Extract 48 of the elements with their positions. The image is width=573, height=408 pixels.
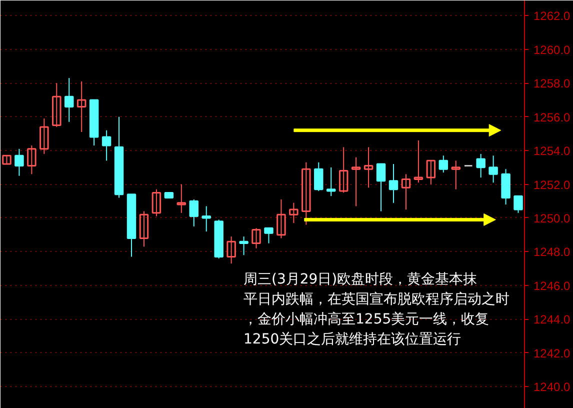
y-tick-label: 1252.0	[534, 178, 571, 192]
candlestick	[376, 163, 386, 212]
y-tick-label: 1256.0	[534, 110, 571, 124]
y-tick-label: 1248.0	[534, 245, 571, 260]
candlestick	[152, 188, 162, 217]
candlestick	[426, 160, 436, 185]
candlestick	[364, 146, 374, 188]
candlestick	[414, 140, 424, 184]
y-tick-label: 1244.0	[534, 312, 571, 327]
candlestick	[326, 166, 336, 197]
candlestick	[514, 195, 523, 214]
candlestick	[139, 210, 149, 248]
y-tick-label: 1262.0	[534, 9, 571, 24]
candlestick	[401, 174, 411, 210]
candlestick	[14, 148, 24, 176]
candlestick	[488, 155, 498, 184]
candlestick	[501, 168, 510, 205]
candlestick	[451, 160, 460, 190]
candlestick	[64, 78, 74, 122]
candlestick	[239, 236, 248, 256]
candlestick	[302, 162, 311, 226]
candlestick	[438, 155, 448, 173]
candlestick	[27, 144, 36, 175]
y-tick-label: 1250.0	[534, 211, 571, 226]
candlestick	[388, 164, 398, 204]
candlestick	[176, 184, 186, 214]
candlestick	[314, 162, 324, 192]
y-tick-label: 1242.0	[534, 346, 571, 360]
y-tick-label: 1258.0	[534, 76, 571, 91]
candlestick	[189, 198, 198, 227]
candlestick	[351, 156, 361, 207]
candlestick	[252, 228, 261, 249]
candlestick	[289, 202, 298, 224]
candlestick	[476, 153, 486, 178]
annotation: 周三(3月29日)欧盘时段，黄金基本抹平日内跌幅，在英国宣布脱欧程序启动之时，金价小幅冲高至1255美元一线，收复1250关口之后就维持在该位置运行	[244, 272, 510, 348]
candlestick	[226, 236, 236, 264]
candlestick	[338, 146, 348, 194]
candlestick	[40, 118, 49, 154]
candlestick	[76, 80, 86, 133]
candlestick	[202, 206, 211, 232]
candlestick	[52, 82, 62, 128]
candlestick	[102, 130, 112, 162]
y-tick-label: 1240.0	[534, 380, 571, 394]
y-tick-label: 1246.0	[534, 278, 571, 293]
y-tick-label: 1254.0	[534, 144, 571, 158]
candlestick	[276, 198, 286, 239]
y-tick-label: 1260.0	[534, 42, 571, 57]
candlestick	[264, 227, 274, 244]
